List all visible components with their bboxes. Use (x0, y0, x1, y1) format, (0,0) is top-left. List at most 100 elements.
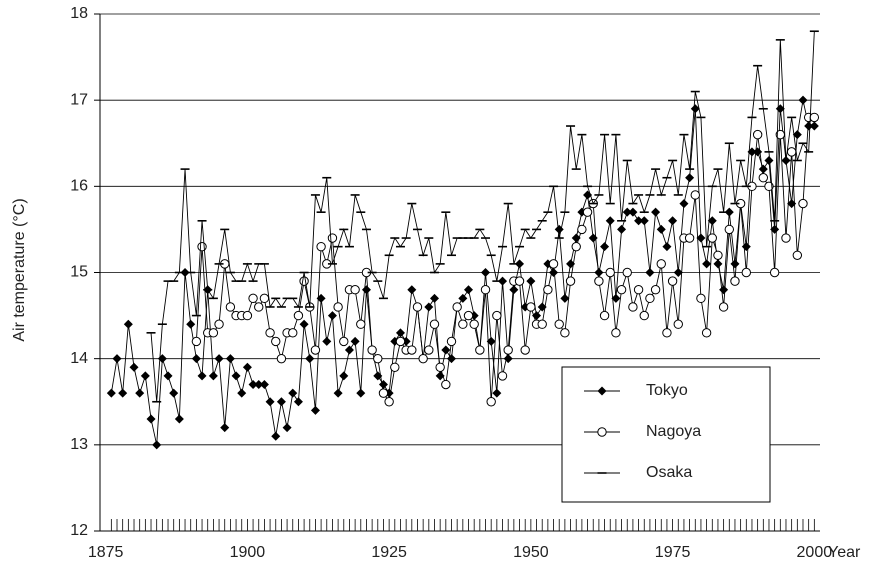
marker (412, 302, 423, 312)
marker (424, 345, 434, 355)
line (150, 31, 815, 402)
marker (605, 267, 615, 278)
marker (407, 285, 417, 295)
marker (271, 431, 281, 441)
marker (492, 388, 502, 398)
marker (464, 285, 474, 295)
marker (514, 276, 525, 286)
marker (520, 345, 530, 355)
y-tick-label: 16 (70, 178, 88, 195)
marker (639, 216, 649, 226)
marker (469, 319, 479, 329)
marker (752, 129, 763, 140)
x-axis-label: Year (828, 544, 861, 561)
marker (259, 380, 269, 390)
marker (367, 345, 377, 355)
marker (174, 414, 184, 424)
marker (373, 353, 383, 364)
marker (616, 285, 627, 295)
marker (316, 241, 326, 252)
marker (696, 233, 706, 243)
marker (645, 268, 655, 277)
marker (384, 397, 394, 407)
marker (597, 386, 607, 396)
marker (418, 353, 428, 364)
marker (781, 233, 791, 243)
y-tick-label: 17 (70, 91, 88, 108)
marker (310, 345, 321, 355)
marker (503, 345, 513, 355)
marker (378, 388, 389, 398)
marker (758, 164, 768, 174)
marker (741, 267, 751, 278)
marker (611, 293, 621, 303)
marker (662, 328, 672, 338)
marker (220, 423, 230, 433)
marker (146, 414, 156, 424)
marker (446, 336, 457, 347)
marker (208, 328, 219, 338)
marker (225, 354, 235, 364)
marker (344, 345, 354, 355)
marker (339, 371, 349, 381)
marker (152, 440, 162, 450)
marker (361, 285, 371, 295)
marker (696, 293, 706, 304)
marker (429, 293, 439, 303)
x-tick-label: 1900 (230, 544, 266, 561)
marker (560, 293, 570, 303)
marker (135, 388, 145, 398)
marker (548, 259, 559, 269)
marker (169, 388, 179, 398)
marker (673, 268, 683, 277)
marker (684, 233, 695, 243)
marker (690, 104, 700, 114)
legend-label: Osaka (646, 464, 692, 481)
marker (741, 242, 751, 252)
marker (112, 354, 122, 364)
marker (787, 199, 797, 209)
marker (605, 216, 615, 226)
marker (597, 427, 607, 437)
marker (486, 336, 496, 346)
marker (526, 276, 536, 286)
marker (633, 285, 644, 295)
marker (299, 276, 309, 286)
marker (673, 319, 683, 329)
marker (452, 302, 462, 312)
marker (237, 388, 247, 398)
marker (679, 199, 689, 209)
marker (481, 268, 491, 277)
marker (537, 319, 547, 329)
marker (707, 233, 717, 243)
marker (259, 293, 270, 304)
marker (435, 362, 445, 372)
marker (713, 259, 723, 269)
marker (378, 380, 388, 390)
legend: Tokyo Nagoya Osaka (561, 366, 771, 503)
series-tokyo (106, 95, 819, 450)
marker (356, 388, 366, 398)
marker (350, 336, 360, 346)
marker (458, 319, 468, 329)
marker (690, 190, 700, 200)
marker (208, 371, 218, 381)
y-tick-label: 13 (70, 436, 88, 453)
marker (554, 319, 564, 329)
marker (293, 397, 303, 407)
marker (622, 267, 632, 278)
marker (191, 354, 201, 364)
marker (701, 328, 712, 338)
marker (327, 233, 338, 243)
marker (702, 259, 712, 269)
marker (582, 207, 593, 217)
marker (163, 371, 173, 381)
marker (106, 388, 116, 398)
marker (600, 242, 610, 252)
marker (560, 328, 570, 338)
marker (197, 241, 207, 252)
marker (718, 302, 729, 312)
x-tick-label: 1975 (655, 544, 691, 561)
marker (322, 336, 332, 346)
marker (463, 310, 474, 321)
